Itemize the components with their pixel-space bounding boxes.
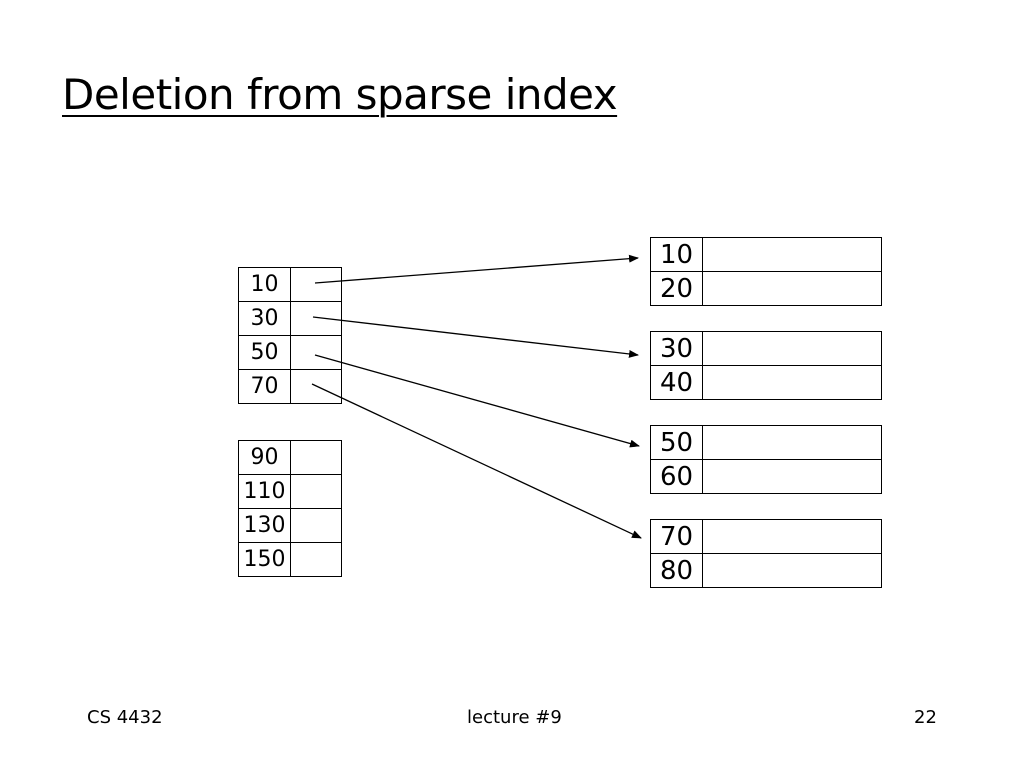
index-entry: 50	[238, 335, 342, 370]
record-body	[702, 271, 882, 306]
record-key: 70	[650, 519, 703, 554]
index-entry: 70	[238, 369, 342, 404]
footer-page-number: 22	[914, 707, 937, 728]
index-pointer	[290, 474, 342, 509]
record-key: 40	[650, 365, 703, 400]
index-pointer	[290, 542, 342, 577]
slide-title: Deletion from sparse index	[62, 70, 618, 119]
record-body	[702, 553, 882, 588]
record-key: 10	[650, 237, 703, 272]
data-record: 60	[650, 459, 882, 494]
data-record: 30	[650, 331, 882, 366]
index-key: 130	[238, 508, 291, 543]
data-record: 20	[650, 271, 882, 306]
record-body	[702, 331, 882, 366]
pointer-arrow	[311, 383, 642, 539]
index-block-2: 90 110 130 150	[238, 440, 342, 577]
index-pointer	[290, 335, 342, 370]
footer-course: CS 4432	[87, 707, 163, 728]
data-block-3: 50 60	[650, 425, 882, 494]
pointer-arrow	[312, 316, 639, 358]
index-pointer	[290, 440, 342, 475]
index-entry: 130	[238, 508, 342, 543]
data-block-4: 70 80	[650, 519, 882, 588]
data-block-2: 30 40	[650, 331, 882, 400]
record-body	[702, 425, 882, 460]
record-key: 80	[650, 553, 703, 588]
index-key: 150	[238, 542, 291, 577]
index-entry: 110	[238, 474, 342, 509]
pointer-arrow	[314, 354, 640, 448]
index-block-1: 10 30 50 70	[238, 267, 342, 404]
record-key: 20	[650, 271, 703, 306]
data-block-1: 10 20	[650, 237, 882, 306]
index-entry: 150	[238, 542, 342, 577]
data-record: 80	[650, 553, 882, 588]
record-key: 60	[650, 459, 703, 494]
index-key: 110	[238, 474, 291, 509]
index-key: 10	[238, 267, 291, 302]
record-body	[702, 459, 882, 494]
data-record: 40	[650, 365, 882, 400]
pointer-arrow	[314, 254, 639, 284]
record-body	[702, 365, 882, 400]
data-record: 70	[650, 519, 882, 554]
footer-lecture: lecture #9	[467, 707, 562, 728]
index-key: 30	[238, 301, 291, 336]
index-key: 50	[238, 335, 291, 370]
record-key: 30	[650, 331, 703, 366]
data-record: 50	[650, 425, 882, 460]
index-pointer	[290, 508, 342, 543]
index-key: 70	[238, 369, 291, 404]
record-body	[702, 519, 882, 554]
